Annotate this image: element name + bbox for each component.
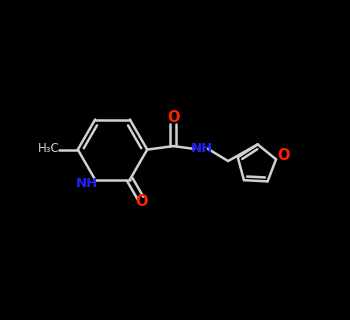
Text: O: O <box>278 148 290 163</box>
Text: NH: NH <box>191 142 213 156</box>
Text: H₃C: H₃C <box>37 142 59 155</box>
Text: NH: NH <box>75 177 98 190</box>
Text: O: O <box>135 195 148 209</box>
Text: O: O <box>167 110 180 125</box>
